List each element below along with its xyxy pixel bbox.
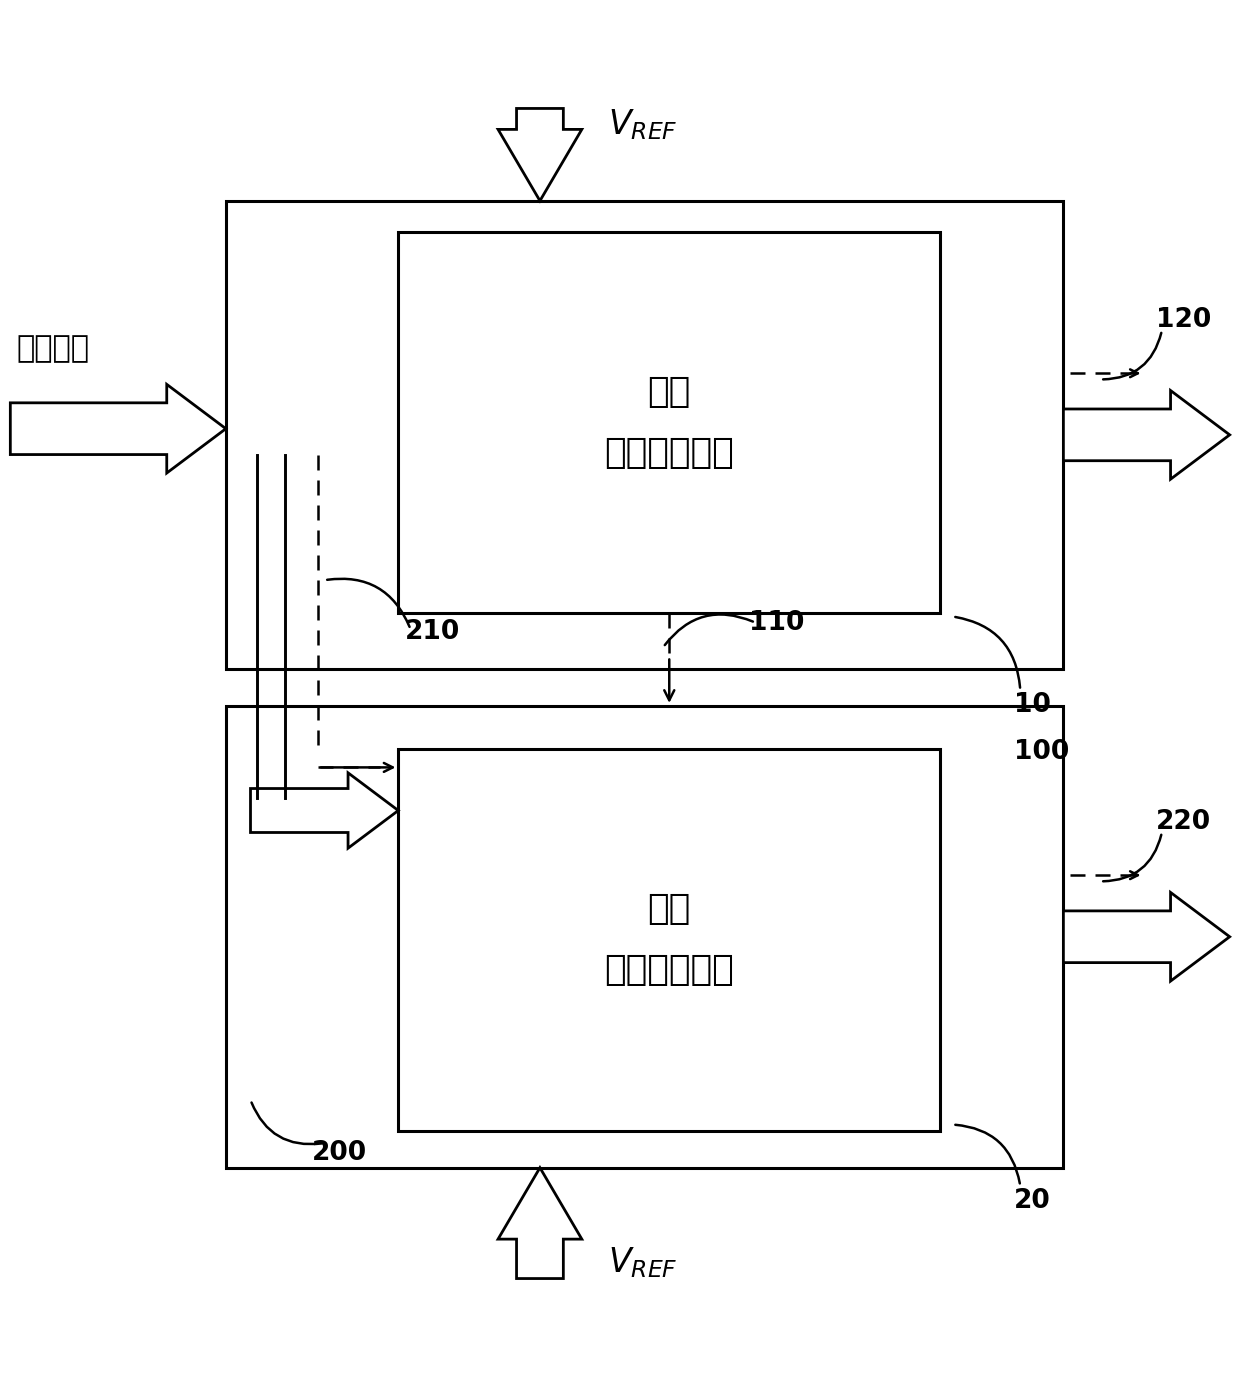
Text: 20: 20 bbox=[1014, 1187, 1050, 1214]
Polygon shape bbox=[498, 1168, 582, 1279]
Text: 10: 10 bbox=[1014, 692, 1052, 718]
Text: 110: 110 bbox=[749, 610, 805, 635]
Polygon shape bbox=[1064, 892, 1230, 981]
Polygon shape bbox=[10, 384, 226, 473]
Text: $V_{REF}$: $V_{REF}$ bbox=[608, 1246, 677, 1280]
Polygon shape bbox=[498, 108, 582, 201]
Text: $V_{REF}$: $V_{REF}$ bbox=[608, 107, 677, 141]
Text: 第一
数模转换单元: 第一 数模转换单元 bbox=[604, 374, 734, 470]
Text: 数据输入: 数据输入 bbox=[16, 334, 89, 363]
Text: 100: 100 bbox=[1014, 739, 1069, 766]
Text: 210: 210 bbox=[404, 619, 460, 645]
Text: 200: 200 bbox=[312, 1140, 367, 1166]
Text: 第二
数模转换单元: 第二 数模转换单元 bbox=[604, 892, 734, 988]
Polygon shape bbox=[250, 773, 398, 849]
Polygon shape bbox=[1064, 391, 1230, 479]
Text: 120: 120 bbox=[1156, 307, 1211, 333]
Text: 220: 220 bbox=[1156, 809, 1211, 835]
